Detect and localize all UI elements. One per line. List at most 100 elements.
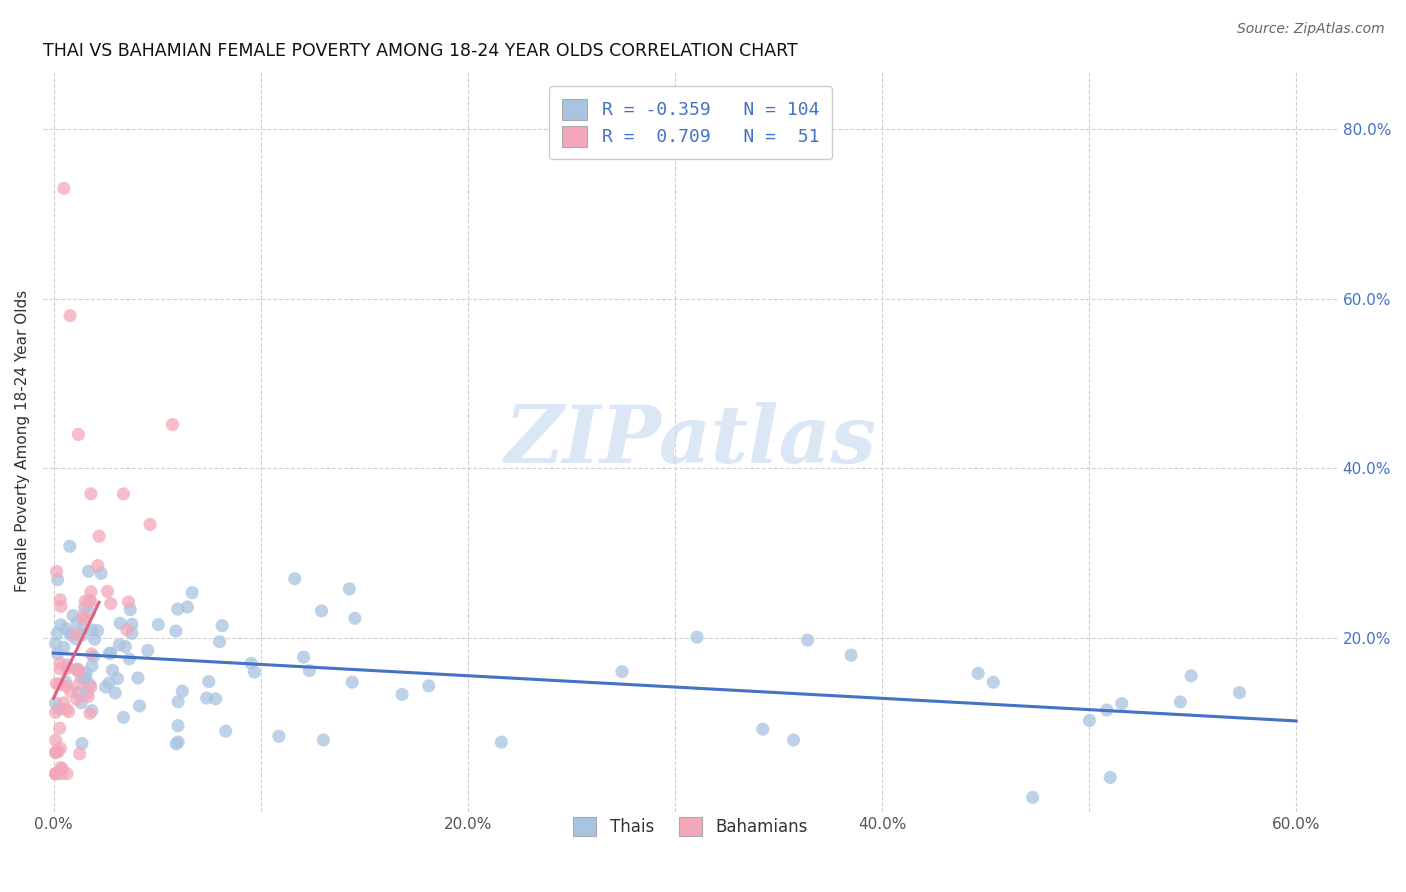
- Point: [73, 600, 96, 615]
- Point: [311, 604, 333, 618]
- Point: [100, 646, 122, 660]
- Point: [80, 623, 103, 637]
- Point: [45, 766, 67, 780]
- Point: [115, 623, 138, 637]
- Point: [66, 663, 89, 677]
- Point: [49, 741, 72, 756]
- Point: [55, 622, 77, 636]
- Point: [79, 606, 101, 620]
- Point: [1111, 697, 1133, 711]
- Point: [104, 686, 127, 700]
- Point: [86, 624, 108, 638]
- Point: [62, 608, 84, 623]
- Point: [79, 594, 101, 608]
- Point: [80, 647, 103, 661]
- Point: [49, 656, 72, 670]
- Text: ZIPatlas: ZIPatlas: [505, 402, 876, 480]
- Point: [73, 612, 96, 626]
- Point: [167, 735, 190, 749]
- Point: [136, 643, 159, 657]
- Point: [60, 626, 83, 640]
- Point: [391, 688, 413, 702]
- Point: [686, 630, 709, 644]
- Point: [49, 592, 72, 607]
- Point: [107, 672, 129, 686]
- Point: [55, 702, 77, 716]
- Point: [127, 671, 149, 685]
- Point: [46, 745, 69, 759]
- Point: [75, 594, 97, 608]
- Point: [162, 417, 184, 432]
- Point: [1170, 695, 1192, 709]
- Point: [49, 662, 72, 676]
- Point: [49, 617, 72, 632]
- Point: [48, 702, 70, 716]
- Point: [72, 628, 94, 642]
- Point: [80, 584, 103, 599]
- Point: [51, 766, 73, 780]
- Point: [56, 657, 79, 672]
- Point: [181, 585, 204, 599]
- Point: [67, 427, 90, 442]
- Point: [981, 675, 1004, 690]
- Point: [167, 719, 190, 733]
- Point: [298, 664, 321, 678]
- Point: [45, 745, 67, 759]
- Point: [67, 685, 90, 699]
- Point: [69, 747, 91, 761]
- Point: [45, 676, 67, 690]
- Point: [65, 632, 87, 646]
- Point: [211, 618, 233, 632]
- Point: [48, 677, 70, 691]
- Point: [59, 684, 82, 698]
- Point: [45, 636, 67, 650]
- Point: [70, 696, 93, 710]
- Point: [782, 733, 804, 747]
- Point: [267, 729, 290, 743]
- Point: [418, 679, 440, 693]
- Point: [101, 663, 124, 677]
- Point: [49, 761, 72, 775]
- Point: [79, 706, 101, 721]
- Point: [66, 662, 89, 676]
- Point: [55, 679, 77, 693]
- Point: [66, 664, 89, 678]
- Y-axis label: Female Poverty Among 18-24 Year Olds: Female Poverty Among 18-24 Year Olds: [15, 290, 30, 592]
- Point: [58, 705, 80, 719]
- Point: [90, 566, 112, 581]
- Point: [240, 657, 263, 671]
- Point: [75, 670, 97, 684]
- Point: [83, 632, 105, 647]
- Point: [46, 647, 69, 661]
- Point: [610, 665, 633, 679]
- Point: [67, 677, 90, 691]
- Text: Source: ZipAtlas.com: Source: ZipAtlas.com: [1237, 22, 1385, 37]
- Point: [80, 487, 103, 501]
- Point: [83, 649, 105, 664]
- Point: [59, 628, 82, 642]
- Point: [46, 573, 69, 587]
- Point: [98, 647, 121, 661]
- Point: [752, 723, 775, 737]
- Point: [208, 634, 231, 648]
- Point: [56, 766, 79, 780]
- Point: [1078, 714, 1101, 728]
- Point: [1021, 790, 1043, 805]
- Point: [45, 766, 67, 780]
- Point: [65, 628, 87, 642]
- Point: [87, 558, 110, 573]
- Point: [66, 692, 89, 706]
- Point: [45, 696, 67, 710]
- Point: [139, 517, 162, 532]
- Point: [167, 695, 190, 709]
- Point: [1095, 703, 1118, 717]
- Point: [77, 564, 100, 578]
- Point: [284, 572, 307, 586]
- Point: [128, 698, 150, 713]
- Point: [204, 691, 226, 706]
- Point: [45, 565, 67, 579]
- Point: [118, 652, 141, 666]
- Point: [70, 670, 93, 684]
- Point: [87, 529, 110, 543]
- Legend: Thais, Bahamians: Thais, Bahamians: [565, 808, 817, 845]
